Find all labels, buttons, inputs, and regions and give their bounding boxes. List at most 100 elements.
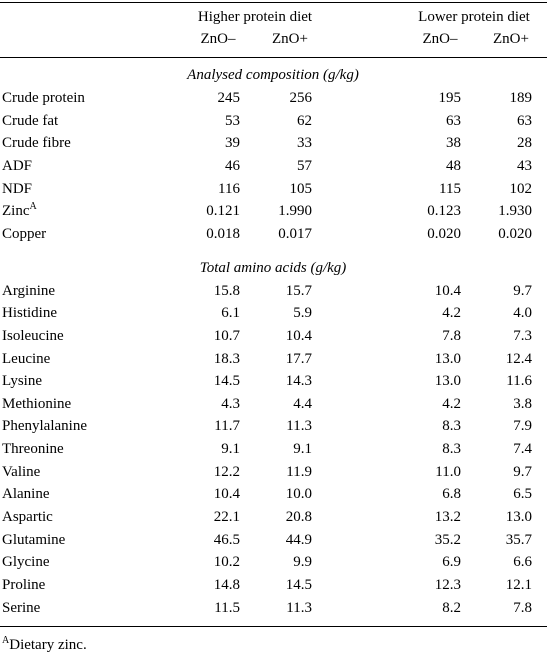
cell-value: 13.2 bbox=[434, 509, 461, 526]
row-label-text: Crude fat bbox=[2, 112, 59, 129]
cell-value: 13.0 bbox=[434, 373, 461, 390]
cell-value: 4.4 bbox=[293, 395, 312, 412]
cell-value: 6.9 bbox=[442, 554, 461, 571]
row-label-text: Methionine bbox=[2, 395, 72, 412]
row-label: Glycine bbox=[2, 553, 49, 571]
cell-value: 0.123 bbox=[427, 203, 461, 220]
cell-value: 15.7 bbox=[285, 282, 312, 299]
cell-value: 12.2 bbox=[213, 463, 240, 480]
cell-value: 8.3 bbox=[442, 441, 461, 458]
cell-value: 46 bbox=[225, 157, 240, 174]
cell-value: 10.4 bbox=[285, 327, 312, 344]
row-label: Histidine bbox=[2, 304, 57, 322]
cell-value: 11.5 bbox=[214, 599, 240, 616]
row-label: Threonine bbox=[2, 440, 64, 458]
cell-value: 33 bbox=[297, 135, 312, 152]
row-label: Aspartic bbox=[2, 508, 53, 526]
row-label: Methionine bbox=[2, 395, 71, 413]
cell-value: 11.7 bbox=[214, 418, 240, 435]
cell-value: 20.8 bbox=[285, 509, 312, 526]
column-header: ZnO– bbox=[200, 31, 236, 47]
cell-value: 8.3 bbox=[442, 418, 461, 435]
row-label-text: Proline bbox=[2, 577, 46, 593]
cell-value: 11.9 bbox=[286, 463, 312, 480]
cell-value: 35.7 bbox=[505, 531, 532, 548]
cell-value: 102 bbox=[509, 180, 533, 197]
cell-value: 12.1 bbox=[505, 577, 532, 593]
cell-value: 6.1 bbox=[221, 305, 240, 322]
cell-value: 115 bbox=[439, 180, 461, 197]
row-label-text: Glutamine bbox=[2, 531, 66, 548]
row-label-text: Leucine bbox=[2, 350, 51, 367]
cell-value: 105 bbox=[289, 180, 313, 197]
cell-value: 3.8 bbox=[513, 395, 532, 412]
header-rule bbox=[0, 57, 547, 58]
cell-value: 57 bbox=[297, 157, 312, 174]
row-label-text: Serine bbox=[2, 599, 41, 616]
row-label-text: Copper bbox=[2, 225, 47, 242]
cell-value: 44.9 bbox=[285, 531, 312, 548]
row-label-text: Alanine bbox=[2, 486, 50, 503]
cell-value: 10.2 bbox=[213, 554, 240, 571]
cell-value: 12.4 bbox=[505, 350, 532, 367]
cell-value: 245 bbox=[217, 90, 241, 106]
row-label: Crude fibre bbox=[2, 134, 71, 152]
row-label-text: Arginine bbox=[2, 282, 56, 299]
cell-value: 38 bbox=[446, 135, 461, 152]
cell-value: 43 bbox=[517, 157, 532, 174]
cell-value: 4.2 bbox=[442, 395, 461, 412]
cell-value: 9.7 bbox=[513, 282, 532, 299]
row-label: Arginine bbox=[2, 282, 55, 300]
cell-value: 6.5 bbox=[513, 486, 532, 503]
cell-value: 63 bbox=[446, 112, 461, 129]
top-rule bbox=[0, 2, 547, 3]
cell-value: 7.8 bbox=[442, 327, 461, 344]
cell-value: 0.018 bbox=[206, 225, 240, 242]
cell-value: 4.0 bbox=[513, 305, 532, 322]
cell-value: 11.3 bbox=[286, 418, 312, 435]
cell-value: 63 bbox=[517, 112, 532, 129]
cell-value: 8.2 bbox=[442, 599, 461, 616]
cell-value: 15.8 bbox=[213, 282, 240, 299]
row-label: Leucine bbox=[2, 350, 50, 368]
cell-value: 39 bbox=[225, 135, 240, 152]
row-label-text: NDF bbox=[2, 180, 33, 197]
row-label-text: Valine bbox=[2, 463, 41, 480]
cell-value: 4.3 bbox=[221, 395, 240, 412]
cell-value: 14.5 bbox=[213, 373, 240, 390]
cell-value: 17.7 bbox=[285, 350, 312, 367]
cell-value: 46.5 bbox=[213, 531, 240, 548]
bottom-rule bbox=[0, 626, 547, 627]
cell-value: 22.1 bbox=[213, 509, 240, 526]
cell-value: 13.0 bbox=[434, 350, 461, 367]
cell-value: 18.3 bbox=[213, 350, 240, 367]
row-label: Valine bbox=[2, 463, 40, 481]
cell-value: 5.9 bbox=[293, 305, 312, 322]
cell-value: 116 bbox=[218, 180, 240, 197]
section-title: Total amino acids (g/kg) bbox=[199, 259, 347, 276]
cell-value: 256 bbox=[289, 90, 313, 106]
cell-value: 48 bbox=[446, 157, 461, 174]
row-label-text: Lysine bbox=[2, 373, 42, 390]
cell-value: 10.4 bbox=[434, 282, 461, 299]
row-label-text: Phenylalanine bbox=[2, 418, 87, 435]
cell-value: 11.3 bbox=[286, 599, 312, 616]
cell-value: 0.121 bbox=[206, 203, 240, 220]
cell-value: 11.6 bbox=[506, 373, 532, 390]
row-label-text: Aspartic bbox=[2, 509, 53, 526]
cell-value: 28 bbox=[517, 135, 532, 152]
cell-value: 6.6 bbox=[513, 554, 532, 571]
column-header: ZnO+ bbox=[272, 31, 308, 47]
row-label: Serine bbox=[2, 599, 40, 617]
cell-value: 0.020 bbox=[427, 225, 461, 242]
row-label: ADF bbox=[2, 157, 32, 175]
cell-value: 0.017 bbox=[278, 225, 312, 242]
row-label-text: Histidine bbox=[2, 305, 57, 322]
section-title: Analysed composition (g/kg) bbox=[187, 67, 359, 83]
row-label-text: Isoleucine bbox=[2, 327, 64, 344]
cell-value: 35.2 bbox=[434, 531, 461, 548]
row-label: Alanine bbox=[2, 485, 49, 503]
row-label: Proline bbox=[2, 576, 45, 594]
cell-value: 11.0 bbox=[435, 463, 461, 480]
cell-value: 13.0 bbox=[505, 509, 532, 526]
